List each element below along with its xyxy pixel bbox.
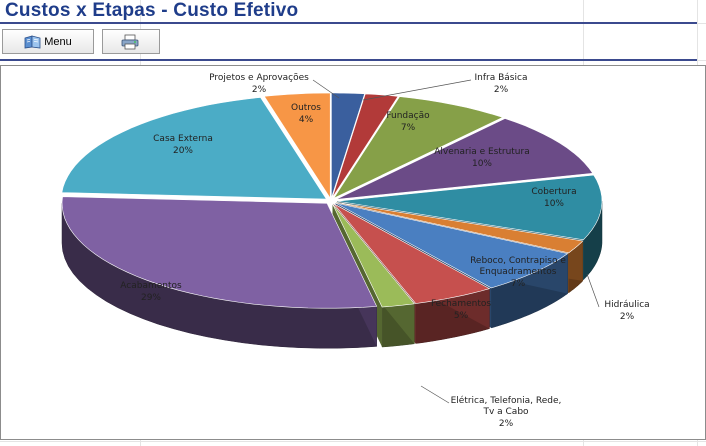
pie-chart: Projetos e Aprovações 2% Infra Básica 2% Fun… (61, 73, 650, 429)
pie-tops (61, 92, 603, 309)
slice-label-fechamentos: Fechamentos 5% (431, 299, 491, 321)
pie-slice-fechamentos (333, 203, 491, 304)
pie-slice-casa-externa (61, 97, 327, 200)
page-title: Custos x Etapas - Custo Efetivo (5, 0, 299, 21)
leader-line-hidraulica (586, 273, 600, 308)
printer-icon (121, 34, 139, 50)
pie-slice-outros (263, 92, 331, 200)
leader-line-eletrica-telefonia-rede-tv-a-cabo (420, 385, 450, 404)
slice-label-fundacao: Fundação 7% (386, 111, 430, 133)
menu-button[interactable]: Menu (2, 29, 94, 54)
pie-slice-reboco-contrapiso-e-enquadramentos (335, 202, 569, 289)
slice-label-infra-basica: Infra Básica 2% (475, 73, 528, 95)
pie-slice-eletrica-telefonia-rede-tv-a-cabo (332, 203, 415, 308)
slice-label-outros: Outros 4% (291, 103, 321, 125)
pie-leader-lines (312, 79, 600, 404)
pie-slice-projetos-e-aprovacoes (331, 92, 366, 199)
leader-line-projetos-e-aprovacoes (312, 79, 340, 99)
leader-line-infra-basica (362, 79, 472, 101)
slice-label-eletrica-telefonia-rede-tv-a-cabo: Elétrica, Telefonia, Rede, Tv a Cabo 2% (451, 395, 562, 429)
pie-chart-frame: Projetos e Aprovações 2% Infra Básica 2% Fun… (0, 65, 706, 440)
menu-button-label: Menu (44, 35, 72, 48)
pie-slice-fundacao (332, 96, 504, 200)
slice-label-hidraulica: Hidráulica 2% (604, 300, 649, 322)
pie-slice-infra-basica (331, 93, 399, 199)
pie-slice-cobertura (336, 174, 603, 241)
pie-slice-acabamentos (61, 196, 378, 309)
slice-label-casa-externa: Casa Externa 20% (153, 134, 213, 156)
book-icon (24, 34, 42, 49)
slice-label-acabamentos: Acabamentos 29% (120, 281, 182, 303)
title-underline (0, 22, 697, 24)
slice-label-alvenaria-e-estrutura: Alvenaria e Estrutura 10% (434, 147, 529, 169)
pie-slice-alvenaria-e-estrutura (335, 118, 594, 200)
toolbar-underline (0, 59, 697, 61)
slice-label-projetos-e-aprovacoes: Projetos e Aprovações 2% (209, 73, 309, 95)
print-button[interactable] (102, 29, 160, 54)
pie-slice-hidraulica (336, 202, 584, 254)
slice-label-cobertura: Cobertura 10% (531, 187, 576, 209)
slice-label-reboco-contrapiso-e-enquadramentos: Reboco, Contrapiso e Enquadramentos 7% (470, 256, 566, 289)
pie-labels: Projetos e Aprovações 2% Infra Básica 2% Fun… (120, 73, 649, 429)
